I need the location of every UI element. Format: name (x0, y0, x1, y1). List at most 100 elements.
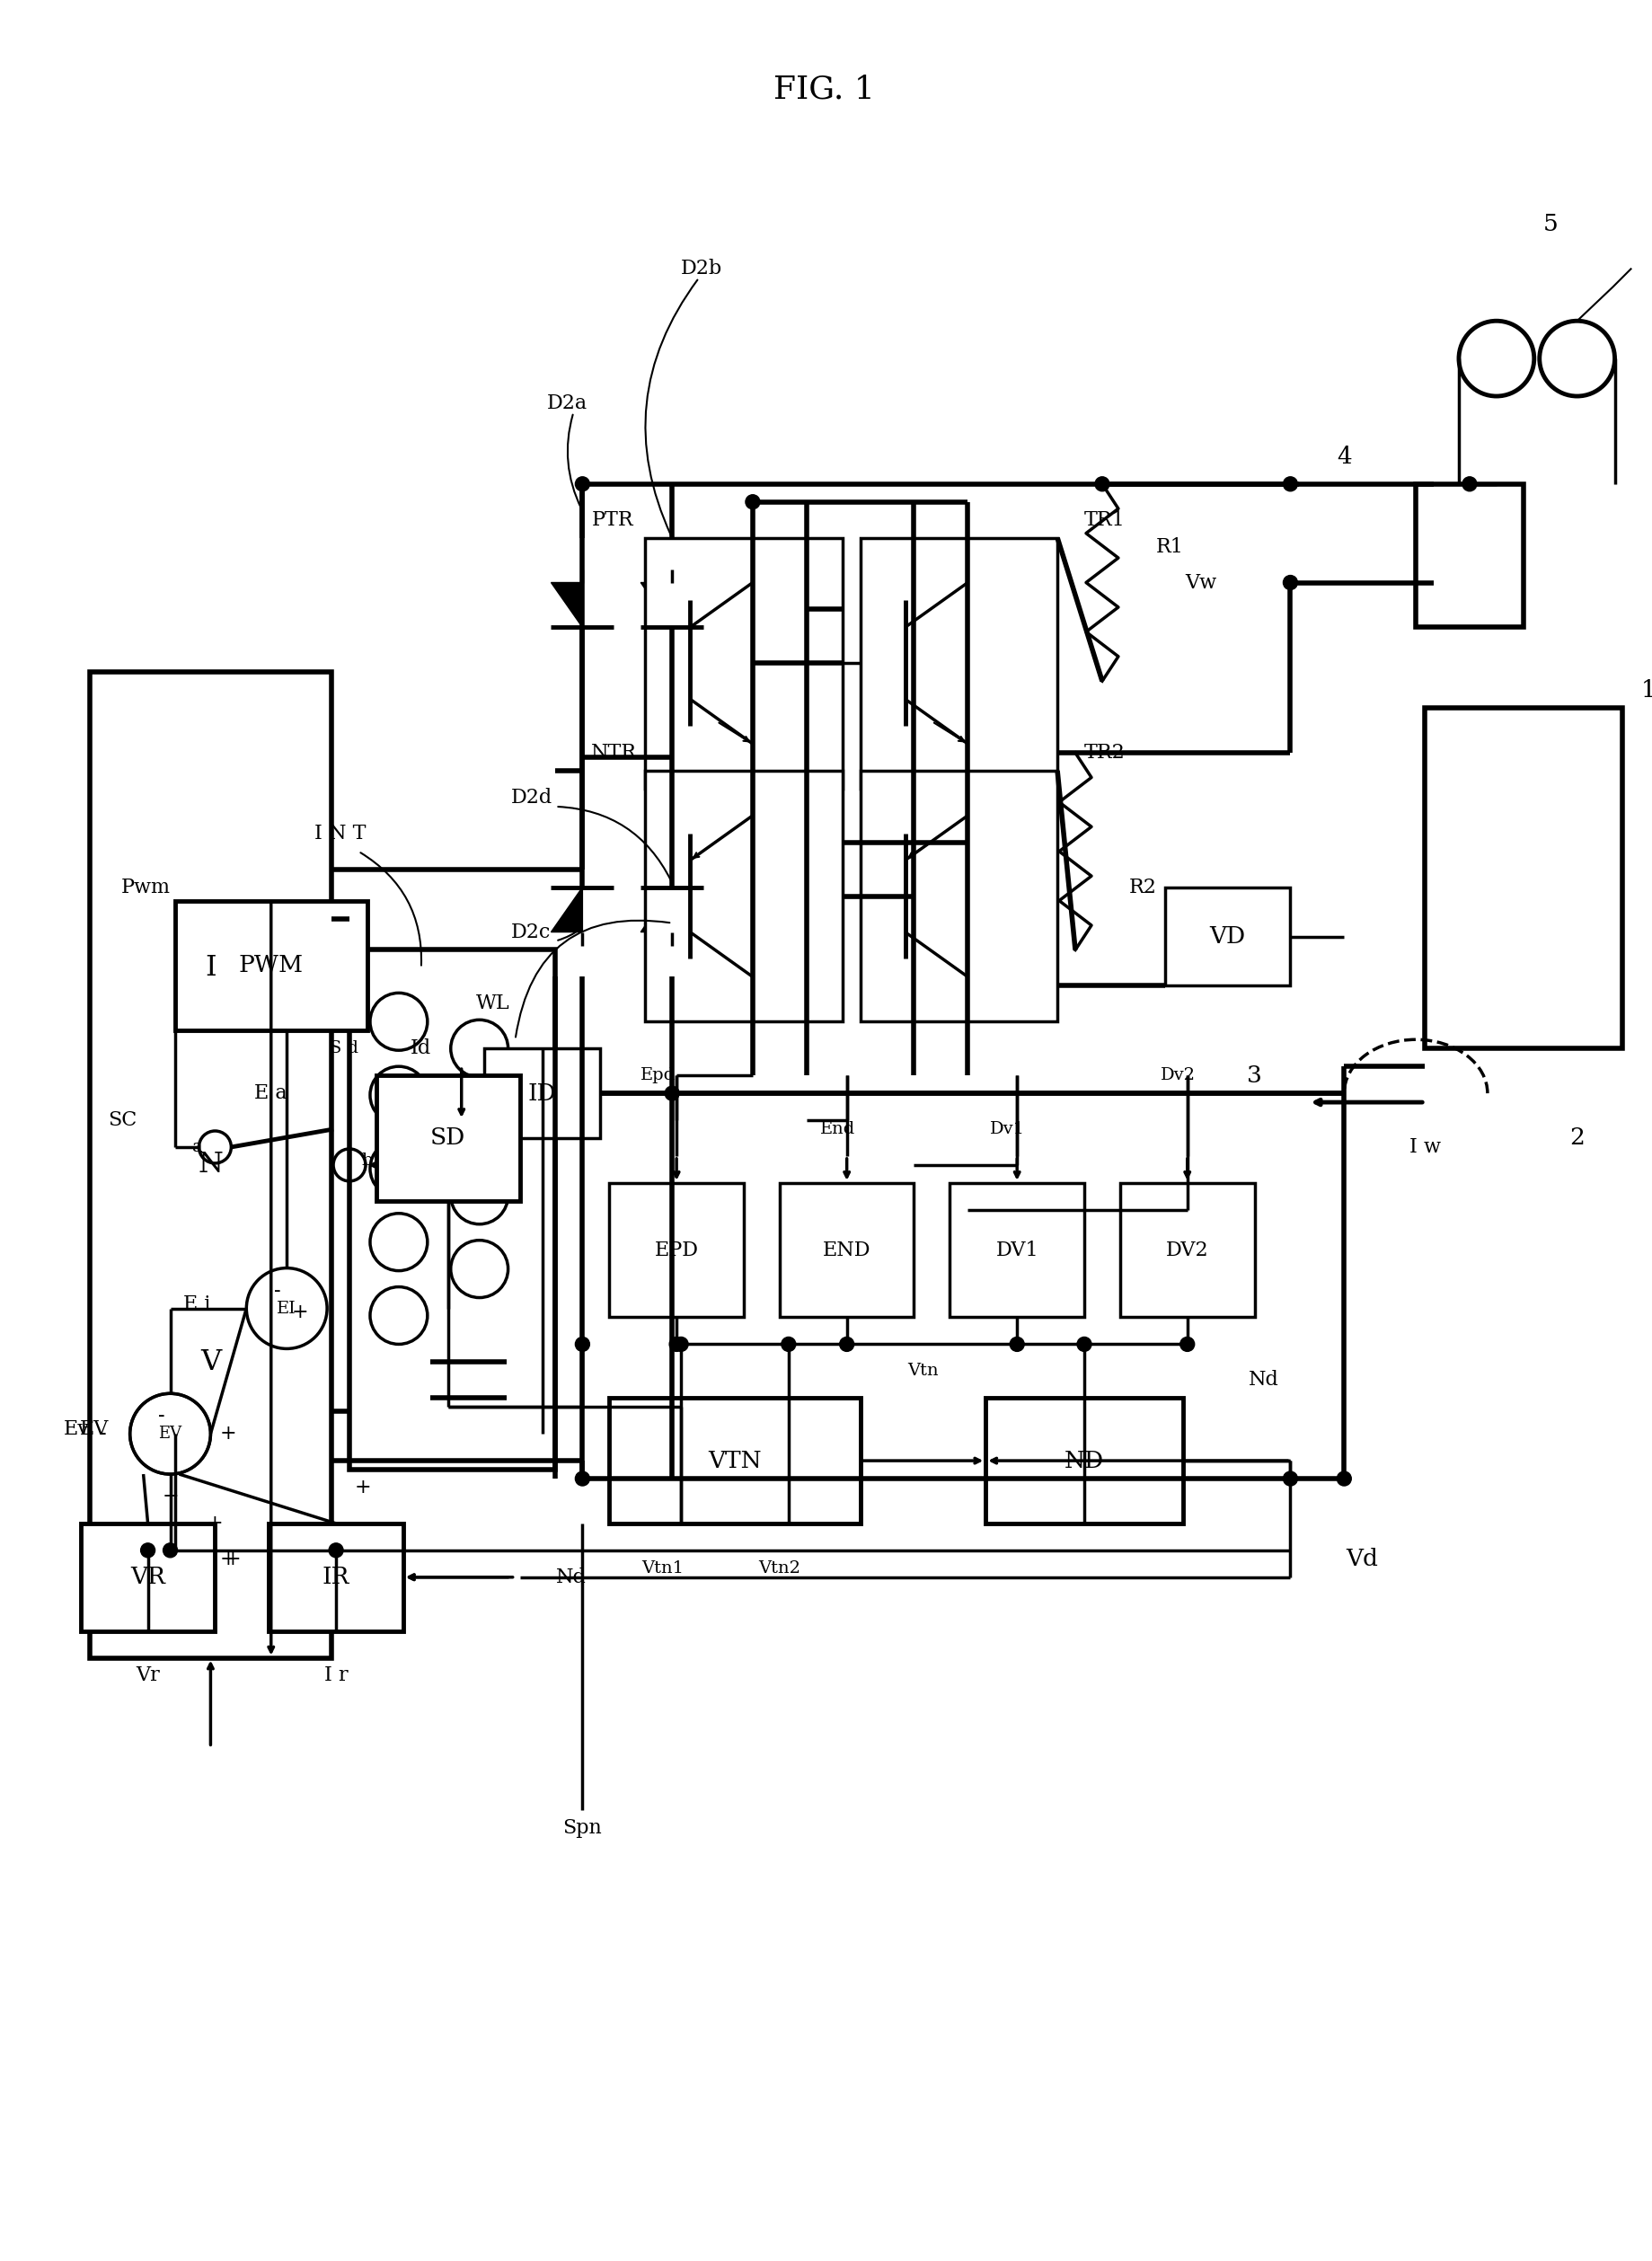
Text: 4: 4 (1336, 445, 1351, 468)
Bar (175, 900, 367, 1031)
Text: Spn: Spn (563, 1818, 601, 1838)
Text: EV: EV (79, 1420, 109, 1440)
Text: -: - (274, 1280, 281, 1300)
Text: D2d: D2d (510, 787, 552, 807)
Text: D2b: D2b (681, 260, 722, 278)
Text: Vtn1: Vtn1 (643, 1560, 684, 1576)
Text: +: + (220, 1549, 236, 1569)
Circle shape (575, 1472, 590, 1485)
Text: Epd: Epd (641, 1067, 676, 1083)
Bar (350, 950, 555, 1470)
Text: +: + (355, 1479, 372, 1497)
Text: ID: ID (529, 1083, 557, 1106)
Bar (1424, 708, 1622, 1049)
Text: I N T: I N T (314, 823, 367, 843)
Bar (89, 672, 332, 1657)
Text: SD: SD (431, 1126, 466, 1149)
Circle shape (1284, 574, 1297, 590)
Circle shape (1462, 477, 1477, 491)
Circle shape (329, 1544, 344, 1558)
Circle shape (1009, 1336, 1024, 1352)
Text: I: I (205, 954, 216, 981)
Polygon shape (641, 886, 672, 932)
Circle shape (1284, 477, 1297, 491)
Text: Vtn2: Vtn2 (758, 1560, 801, 1576)
Text: VD: VD (1209, 925, 1246, 947)
Text: DV2: DV2 (1166, 1241, 1209, 1259)
Text: a: a (192, 1140, 202, 1155)
Circle shape (745, 495, 760, 509)
Bar (861, 771, 1057, 1022)
Text: 1: 1 (1642, 678, 1652, 701)
Text: +: + (206, 1513, 223, 1533)
Circle shape (575, 477, 590, 491)
Text: Id: Id (411, 1038, 431, 1058)
Text: E a: E a (254, 1083, 287, 1103)
Circle shape (575, 1336, 590, 1352)
Text: Ev: Ev (63, 1420, 89, 1440)
Circle shape (140, 1544, 155, 1558)
Text: EI: EI (278, 1300, 296, 1316)
Text: V: V (200, 1348, 221, 1377)
Text: PWM: PWM (238, 954, 304, 977)
Text: IR: IR (322, 1567, 350, 1589)
Text: 5: 5 (1543, 213, 1558, 235)
Circle shape (839, 1336, 854, 1352)
Text: TR2: TR2 (1084, 744, 1125, 762)
Text: D2a: D2a (547, 393, 586, 414)
Bar (81, 1524, 215, 1630)
Bar (269, 1524, 403, 1630)
Text: +: + (292, 1302, 309, 1323)
Text: R1: R1 (1156, 536, 1184, 556)
Text: 3: 3 (1247, 1065, 1262, 1088)
Text: EPD: EPD (654, 1241, 699, 1259)
Bar (861, 538, 1057, 789)
Bar (1120, 1183, 1254, 1318)
Bar (950, 1183, 1084, 1318)
Text: +: + (220, 1424, 236, 1445)
Text: Dv2: Dv2 (1160, 1067, 1196, 1083)
Text: Nd: Nd (555, 1567, 586, 1587)
Text: NTR: NTR (591, 744, 638, 762)
Text: WL: WL (476, 995, 510, 1013)
Circle shape (664, 1085, 679, 1101)
Circle shape (164, 1544, 177, 1558)
Bar (780, 1183, 914, 1318)
Text: Vr: Vr (135, 1666, 160, 1687)
Circle shape (1284, 1472, 1297, 1485)
Text: ND: ND (1064, 1449, 1104, 1472)
Text: Nd: Nd (1249, 1370, 1279, 1391)
Circle shape (781, 1336, 796, 1352)
Bar (610, 1183, 743, 1318)
Circle shape (1077, 1336, 1092, 1352)
Circle shape (674, 1336, 689, 1352)
Bar (646, 538, 843, 789)
Bar (646, 771, 843, 1022)
Polygon shape (552, 583, 583, 626)
Text: I r: I r (324, 1666, 349, 1687)
Text: E i: E i (183, 1293, 210, 1314)
Text: Pwm: Pwm (121, 877, 170, 898)
Text: Vw: Vw (1184, 572, 1216, 592)
Circle shape (669, 1336, 684, 1352)
Bar (484, 1049, 600, 1137)
Text: 2: 2 (1569, 1126, 1584, 1149)
Text: FIG. 1: FIG. 1 (773, 75, 876, 104)
Bar (986, 1397, 1183, 1524)
Text: I w: I w (1409, 1137, 1441, 1158)
Bar (377, 1076, 520, 1201)
Bar (610, 1397, 861, 1524)
Circle shape (1095, 477, 1110, 491)
Text: S d: S d (330, 1040, 358, 1056)
Text: -: - (159, 1406, 165, 1427)
Text: Vd: Vd (1346, 1549, 1378, 1571)
Text: -: - (99, 1424, 106, 1445)
Text: b: b (362, 1153, 373, 1169)
Circle shape (1180, 1336, 1194, 1352)
Text: +: + (162, 1488, 178, 1506)
Text: Vtn: Vtn (907, 1363, 938, 1379)
Text: EV: EV (159, 1427, 182, 1443)
Text: VR: VR (131, 1567, 165, 1589)
Text: PTR: PTR (591, 511, 633, 529)
Bar (1416, 484, 1523, 626)
